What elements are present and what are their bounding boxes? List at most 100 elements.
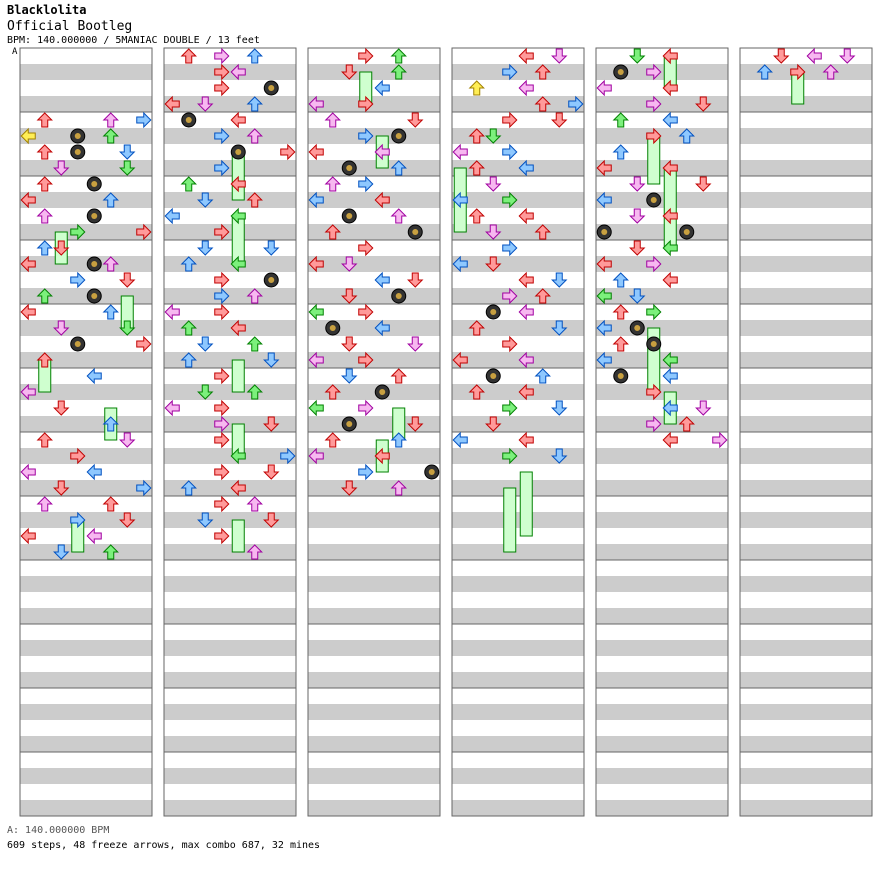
step-arrow <box>518 271 534 289</box>
step-arrow <box>452 191 468 209</box>
step-arrow <box>20 191 36 209</box>
beat-band <box>596 288 728 304</box>
beat-band <box>308 96 440 112</box>
step-arrow <box>374 319 390 337</box>
step-arrow <box>551 112 568 128</box>
step-arrow <box>20 255 36 273</box>
beat-band <box>164 416 296 432</box>
mine-core <box>379 389 386 395</box>
beat-band <box>740 768 872 784</box>
step-arrow <box>646 95 662 113</box>
step-arrow <box>230 479 246 497</box>
step-arrow <box>308 143 324 161</box>
step-arrow <box>518 207 534 225</box>
beat-band <box>164 672 296 688</box>
beat-band <box>20 768 152 784</box>
beat-band <box>452 544 584 560</box>
step-arrow <box>308 447 324 465</box>
step-arrow <box>390 480 407 496</box>
step-arrow <box>407 336 424 352</box>
beat-band <box>20 352 152 368</box>
step-arrow <box>390 368 407 384</box>
step-arrow <box>662 239 678 257</box>
beat-band <box>596 224 728 240</box>
bpm-marker: A <box>12 47 18 57</box>
step-arrow <box>341 336 358 352</box>
beat-band <box>164 288 296 304</box>
step-arrow <box>468 160 485 176</box>
step-arrow <box>646 127 662 145</box>
beat-band <box>20 544 152 560</box>
beat-band <box>164 608 296 624</box>
step-arrow <box>612 144 629 160</box>
step-arrow <box>358 175 374 193</box>
beat-band <box>164 64 296 80</box>
step-arrow <box>568 95 584 113</box>
step-arrow <box>646 63 662 81</box>
step-arrow <box>646 383 662 401</box>
step-arrow <box>20 527 36 545</box>
step-arrow <box>551 48 568 64</box>
step-arrow <box>102 256 119 272</box>
step-arrow <box>612 304 629 320</box>
beat-band <box>452 96 584 112</box>
beat-band <box>740 416 872 432</box>
beat-band <box>740 320 872 336</box>
step-arrow <box>695 96 712 112</box>
beat-band <box>452 608 584 624</box>
step-arrow <box>695 176 712 192</box>
freeze-arrow <box>519 471 533 537</box>
step-arrow <box>518 303 534 321</box>
mine-core <box>91 261 98 267</box>
beat-band <box>20 96 152 112</box>
step-arrow <box>822 64 839 80</box>
beat-band <box>452 480 584 496</box>
step-arrow <box>214 495 230 513</box>
step-arrow <box>452 143 468 161</box>
step-arrow <box>180 480 197 496</box>
mine-core <box>395 133 402 139</box>
step-arrow <box>308 95 324 113</box>
beat-band <box>452 320 584 336</box>
step-arrow <box>214 463 230 481</box>
step-arrow <box>70 223 86 241</box>
beat-band <box>308 352 440 368</box>
beat-band <box>596 480 728 496</box>
step-arrow <box>596 191 612 209</box>
step-arrow <box>53 320 70 336</box>
step-arrow <box>246 192 263 208</box>
step-arrow <box>502 143 518 161</box>
beat-band <box>164 320 296 336</box>
step-arrow <box>214 47 230 65</box>
beat-band <box>596 320 728 336</box>
mine-core <box>91 213 98 219</box>
step-arrow <box>136 479 152 497</box>
step-arrow <box>230 319 246 337</box>
step-arrow <box>53 240 70 256</box>
beat-band <box>20 480 152 496</box>
step-arrow <box>164 207 180 225</box>
beat-band <box>308 192 440 208</box>
step-arrow <box>612 112 629 128</box>
beat-band <box>596 256 728 272</box>
mine-core <box>235 149 242 155</box>
step-arrow <box>629 48 646 64</box>
beat-band <box>308 320 440 336</box>
step-arrow <box>662 431 678 449</box>
step-arrow <box>324 176 341 192</box>
step-arrow <box>246 96 263 112</box>
step-arrow <box>358 239 374 257</box>
step-arrow <box>197 512 214 528</box>
step-arrow <box>756 64 773 80</box>
step-arrow <box>407 416 424 432</box>
beat-band <box>20 608 152 624</box>
step-arrow <box>53 160 70 176</box>
step-arrow <box>662 399 678 417</box>
step-arrow <box>629 176 646 192</box>
chart-info: BPM: 140.000000 / 5MANIAC DOUBLE / 13 fe… <box>7 35 260 46</box>
freeze-arrow <box>663 167 677 249</box>
step-arrow <box>20 383 36 401</box>
step-arrow <box>596 351 612 369</box>
beat-band <box>596 608 728 624</box>
step-arrow <box>86 367 102 385</box>
